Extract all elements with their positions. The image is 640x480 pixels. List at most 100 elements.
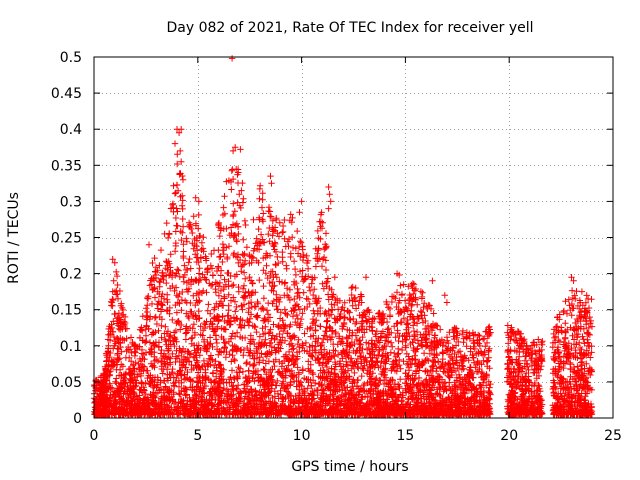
data-point bbox=[585, 324, 592, 332]
data-point bbox=[319, 219, 326, 226]
data-point bbox=[283, 285, 291, 292]
data-point bbox=[406, 356, 413, 363]
data-point bbox=[346, 315, 353, 322]
data-point bbox=[167, 355, 174, 362]
data-point bbox=[504, 374, 511, 381]
data-point bbox=[192, 301, 199, 309]
data-point bbox=[182, 336, 190, 343]
data-point bbox=[245, 288, 252, 295]
data-point bbox=[360, 309, 368, 316]
data-point bbox=[415, 387, 422, 394]
data-point bbox=[393, 303, 400, 311]
data-point bbox=[262, 405, 269, 412]
data-point bbox=[323, 318, 330, 325]
data-point bbox=[393, 289, 401, 296]
data-point bbox=[279, 369, 286, 377]
data-point bbox=[292, 318, 299, 326]
data-point bbox=[216, 232, 223, 240]
data-point bbox=[151, 254, 158, 262]
data-point bbox=[241, 395, 248, 402]
data-point bbox=[279, 398, 287, 405]
data-point bbox=[317, 235, 324, 243]
data-point bbox=[111, 361, 118, 368]
data-point bbox=[297, 320, 304, 327]
data-point bbox=[168, 205, 175, 212]
data-point bbox=[172, 358, 179, 366]
data-point bbox=[178, 236, 185, 244]
data-point bbox=[221, 193, 228, 200]
data-point bbox=[349, 302, 356, 309]
data-point bbox=[372, 359, 380, 366]
data-point bbox=[245, 300, 253, 307]
data-point bbox=[166, 310, 173, 317]
data-point bbox=[118, 361, 125, 368]
data-point bbox=[363, 370, 371, 377]
data-point bbox=[573, 369, 580, 377]
data-point bbox=[358, 314, 366, 321]
data-point bbox=[175, 293, 182, 301]
data-point bbox=[289, 244, 297, 251]
data-point bbox=[256, 333, 264, 340]
data-point bbox=[479, 335, 487, 343]
data-point bbox=[204, 360, 211, 367]
data-point bbox=[581, 305, 589, 312]
data-point bbox=[200, 234, 207, 241]
data-point bbox=[292, 245, 299, 252]
data-point bbox=[445, 351, 453, 358]
data-point bbox=[271, 362, 278, 370]
data-point bbox=[294, 250, 302, 257]
data-point bbox=[572, 378, 579, 385]
data-point bbox=[347, 316, 354, 323]
data-point bbox=[164, 347, 172, 355]
data-point bbox=[573, 288, 580, 295]
data-point bbox=[580, 384, 587, 391]
data-point bbox=[149, 286, 156, 294]
data-point bbox=[190, 321, 198, 328]
data-point bbox=[344, 384, 351, 391]
data-point bbox=[361, 356, 368, 363]
data-point bbox=[176, 367, 184, 374]
data-point bbox=[255, 214, 263, 221]
data-point bbox=[239, 368, 247, 375]
data-point bbox=[287, 250, 294, 257]
data-point bbox=[269, 283, 277, 290]
data-point bbox=[574, 363, 581, 370]
data-point bbox=[414, 301, 421, 308]
data-point bbox=[469, 329, 477, 336]
data-point bbox=[189, 229, 196, 237]
data-point bbox=[580, 314, 587, 321]
data-point bbox=[584, 339, 591, 346]
data-point bbox=[178, 348, 185, 356]
data-point bbox=[520, 337, 527, 344]
data-point bbox=[285, 243, 292, 250]
data-point bbox=[253, 313, 260, 320]
data-point bbox=[535, 381, 542, 389]
data-point bbox=[174, 160, 181, 168]
data-point bbox=[159, 370, 166, 377]
data-point bbox=[279, 228, 287, 236]
data-point bbox=[315, 359, 323, 367]
data-point bbox=[226, 410, 234, 418]
data-point bbox=[299, 310, 306, 317]
data-point bbox=[131, 348, 138, 355]
data-point bbox=[359, 345, 366, 353]
data-point bbox=[177, 326, 184, 333]
data-point bbox=[286, 286, 294, 293]
data-point bbox=[273, 302, 280, 310]
data-point bbox=[412, 394, 419, 401]
data-point bbox=[283, 366, 290, 373]
data-point bbox=[514, 378, 521, 385]
data-point bbox=[231, 298, 239, 305]
data-point bbox=[179, 172, 186, 180]
data-point bbox=[217, 298, 225, 305]
data-point bbox=[169, 365, 176, 373]
data-point bbox=[350, 295, 358, 303]
data-point bbox=[483, 382, 490, 389]
data-point bbox=[258, 350, 265, 357]
data-point bbox=[242, 257, 249, 264]
data-point bbox=[233, 395, 240, 402]
data-point bbox=[167, 251, 174, 258]
data-point bbox=[233, 329, 241, 336]
data-point bbox=[346, 297, 353, 304]
data-point bbox=[171, 342, 178, 350]
